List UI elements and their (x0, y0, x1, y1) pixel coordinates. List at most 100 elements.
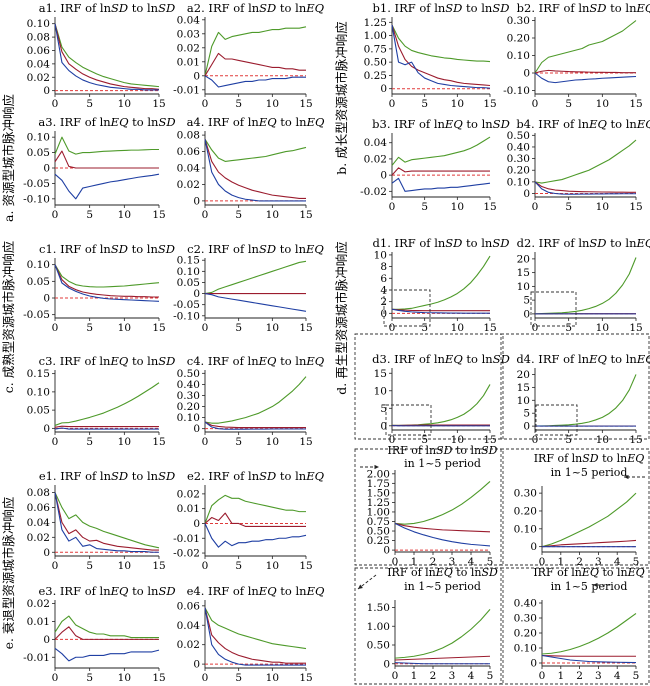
chart-title-d4: d4. IRF of lnEQ to lnEQ (516, 352, 650, 366)
y-tick-label-b4: 0.30 (507, 153, 530, 165)
y-tick-label-a3: -0.10 (23, 193, 50, 205)
y-tick-label-e1: 0.04 (27, 517, 51, 529)
y-tick-label-b1: 0.75 (364, 43, 387, 55)
x-tick-label-d3: 10 (451, 434, 464, 446)
group-label-e: e. 衰退型资源城市脉冲响应 (1, 497, 16, 650)
x-tick-label-e1: 10 (118, 560, 131, 572)
y-tick-label-a1: 0 (43, 85, 50, 97)
series-line-b3-blue (391, 177, 491, 192)
arrow-dz3-head (358, 584, 363, 589)
y-tick-label-c3: 0.05 (27, 405, 50, 417)
x-tick-label-dz1: 0 (392, 556, 399, 568)
y-tick-label-a3: 0 (43, 163, 50, 175)
series-line-a3-red (54, 150, 159, 169)
chart-subtitle-dz4: in 1~5 period (551, 580, 628, 593)
series-line-e2-red (204, 512, 306, 527)
chart-title-e4: e4. IRF of lnEQ to lnEQ (187, 584, 325, 598)
y-tick-label-b2: 0.10 (507, 50, 530, 62)
chart-title-c4: c4. IRF of lnEQ to lnEQ (187, 354, 325, 368)
y-tick-label-a3: 0.05 (27, 147, 50, 159)
chart-title-a1: a1. IRF of lnSD to lnSD (39, 1, 175, 15)
y-tick-label-e1: 0.08 (27, 487, 50, 499)
series-line-b3-red (391, 167, 490, 176)
x-tick-label-c4: 5 (235, 436, 242, 448)
chart-title-b1: b1. IRF of lnSD to lnSD (373, 1, 510, 15)
x-tick-label-dz2: 3 (595, 556, 602, 568)
frame-dz3 (354, 567, 504, 685)
y-tick-label-dz1: 1.50 (367, 487, 390, 499)
series-line-c4-blue (204, 421, 306, 430)
chart-subtitle-dz1: in 1~5 period (404, 457, 481, 470)
x-tick-label-d1: 15 (483, 322, 496, 334)
series-line-e1-red (54, 492, 159, 551)
x-tick-label-e2: 15 (299, 560, 312, 572)
chart-b1: b1. IRF of lnSD to lnSD00.250.500.751.00… (364, 1, 510, 110)
x-tick-label-e4: 0 (202, 672, 209, 684)
series-line-c4-red (204, 421, 306, 429)
frame-dz2 (500, 448, 650, 566)
series-line-dz2-green (541, 492, 637, 548)
x-tick-label-dz4: 2 (576, 670, 583, 682)
series-line-e4-red (204, 607, 306, 664)
x-tick-label-b4: 10 (596, 201, 609, 213)
x-tick-label-a4: 0 (202, 209, 209, 221)
series-line-c3-red (54, 425, 159, 428)
y-tick-label-dz2: 0.10 (514, 523, 537, 535)
series-line-d1-red (391, 308, 490, 312)
x-tick-label-d2: 15 (629, 322, 642, 334)
series-line-a2-blue (204, 75, 306, 88)
y-tick-label-c2: 0 (193, 288, 200, 300)
y-tick-label-c2: 0.15 (177, 255, 200, 267)
y-tick-label-c4: 0.40 (177, 379, 200, 391)
y-tick-label-e3: 0.02 (27, 598, 50, 610)
chart-title-e2: e2. IRF of lnSD to lnEQ (187, 469, 325, 483)
chart-e2: e2. IRF of lnSD to lnEQ -0.02 -0.01 0 0.01 0.… (173, 469, 325, 572)
x-tick-label-dz1: 2 (430, 556, 437, 568)
series-line-a1-blue (54, 23, 159, 91)
y-tick-label-d2: 5 (523, 295, 530, 307)
series-line-b1-green (391, 24, 491, 63)
series-line-e1-green (54, 492, 160, 549)
chart-a2: a2. IRF of lnSD to lnEQ-0.0100.010.020.0… (173, 1, 325, 110)
chart-d2: d2. IRF of lnSD to lnEQ05101520051015 (517, 236, 650, 334)
x-tick-label-b1: 15 (483, 98, 496, 110)
x-tick-label-e2: 0 (202, 560, 209, 572)
chart-title-b2: b2. IRF of lnSD to lnEQ (517, 1, 650, 15)
y-tick-label-b4: 0.10 (507, 176, 530, 188)
y-tick-label-e4: 0.06 (177, 600, 201, 612)
y-tick-label-b1: 1.00 (364, 30, 387, 42)
y-tick-label-d2: 0 (523, 308, 530, 320)
y-tick-label-e3: -0.01 (23, 652, 50, 664)
y-tick-label-a2: 0.01 (177, 56, 200, 68)
series-line-b4-green (534, 139, 637, 184)
group-label-d: d. 再生型资源城市脉冲响应 (334, 241, 349, 394)
x-tick-label-dz3: 2 (430, 670, 437, 682)
y-tick-label-dz1: 0.75 (367, 516, 390, 528)
series-line-dz4-blue (541, 654, 637, 664)
chart-title-a2: a2. IRF of lnSD to lnEQ (187, 1, 325, 15)
x-tick-label-d3: 15 (483, 434, 496, 446)
y-tick-label-a2: 0 (193, 70, 200, 82)
y-tick-label-c1: -0.05 (23, 309, 50, 321)
y-tick-label-e4: 0 (193, 659, 200, 671)
x-tick-label-c2: 10 (266, 322, 279, 334)
x-tick-label-dz1: 1 (411, 556, 418, 568)
chart-b2: b2. IRF of lnSD to lnEQ-0.1000.100.200.3… (503, 1, 650, 110)
series-line-b4-red (534, 181, 636, 193)
y-tick-label-dz1: 1.25 (367, 497, 390, 509)
x-tick-label-dz4: 3 (595, 670, 602, 682)
series-line-dz3-red (394, 655, 491, 661)
y-tick-label-b2: 0 (523, 68, 530, 80)
x-tick-label-b3: 0 (389, 201, 396, 213)
y-tick-label-e2: -0.01 (173, 533, 200, 545)
series-line-dz4-red (541, 654, 636, 657)
y-tick-label-b2: 0.30 (507, 15, 530, 27)
chart-d3: d3. IRF of lnEQ to lnSD 0 5 10 15 0 5 10 15 (372, 352, 510, 446)
y-tick-label-e1: 0.06 (27, 502, 51, 514)
x-tick-label-b4: 0 (532, 201, 539, 213)
y-tick-label-c4: 0.20 (177, 401, 200, 413)
y-tick-label-dz4: 0.30 (514, 613, 537, 625)
